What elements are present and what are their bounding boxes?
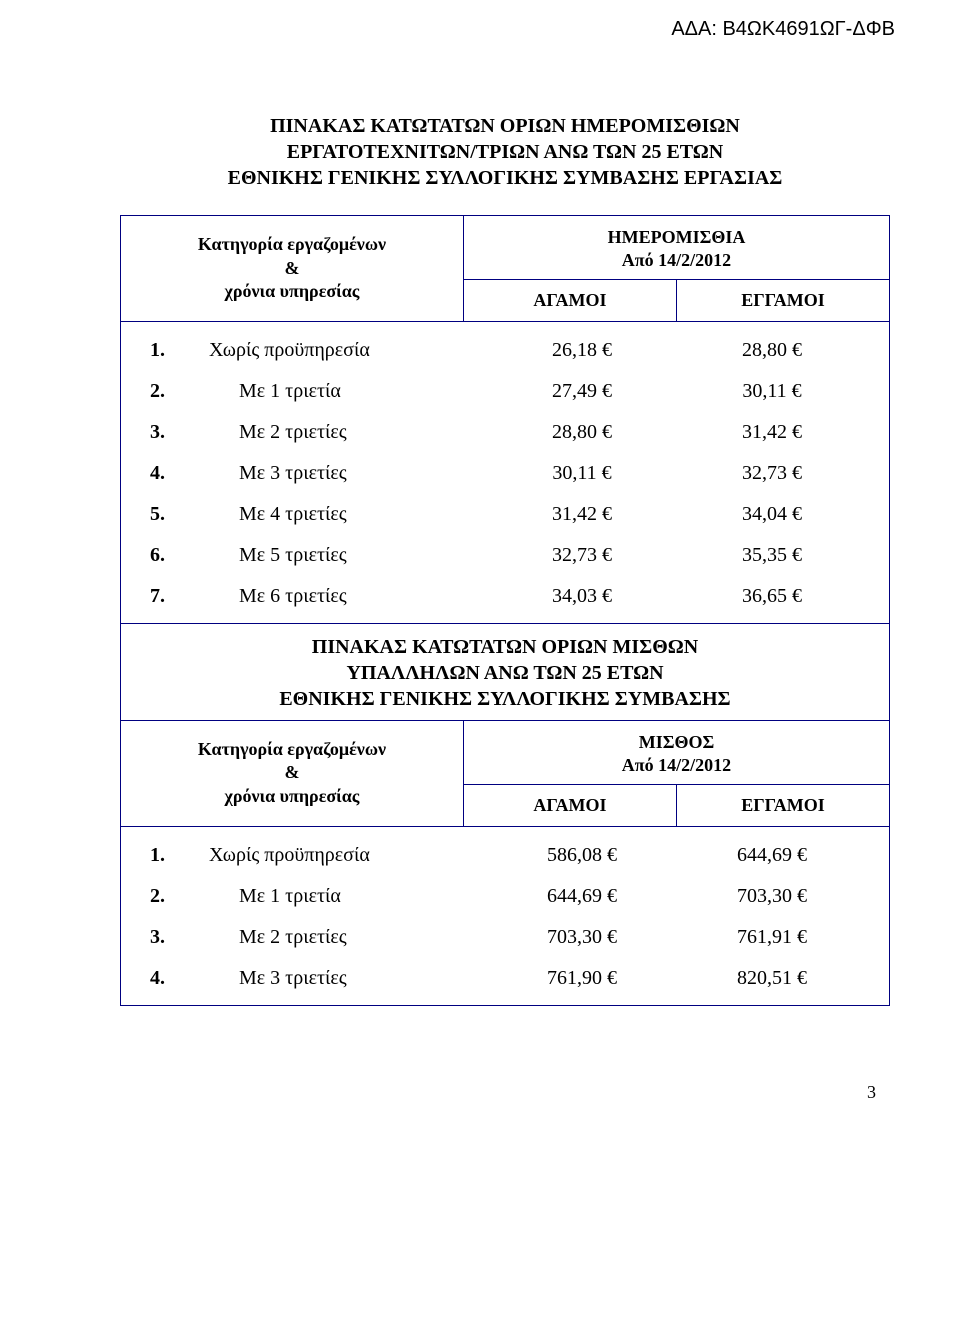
title1-line2: ΕΡΓΑΤΟΤΕΧΝΙΤΩΝ/ΤΡΙΩΝ ΑΝΩ ΤΩΝ 25 ΕΤΩΝ xyxy=(120,139,890,165)
table-row: 1.Χωρίς προϋπηρεσία586,08 € 644,69 € xyxy=(121,835,889,876)
table1: Κατηγορία εργαζομένων & χρόνια υπηρεσίας… xyxy=(120,215,890,1006)
row-value-1: 28,80 € xyxy=(497,412,667,453)
table1-col1-header: ΑΓΑΜΟΙ xyxy=(464,280,677,321)
page: ΑΔΑ: Β4ΩΚ4691ΩΓ-ΔΦΒ ΠΙΝΑΚΑΣ ΚΑΤΩΤΑΤΩΝ ΟΡ… xyxy=(0,0,960,1123)
row-number: 4. xyxy=(121,453,167,494)
document-id: ΑΔΑ: Β4ΩΚ4691ΩΓ-ΔΦΒ xyxy=(671,18,895,41)
table2-head-left-line3: χρόνια υπηρεσίας xyxy=(198,785,386,808)
row-number: 4. xyxy=(121,958,167,999)
row-value-1: 644,69 € xyxy=(497,876,667,917)
table1-header: Κατηγορία εργαζομένων & χρόνια υπηρεσίας… xyxy=(121,216,889,321)
row-number: 3. xyxy=(121,412,167,453)
table1-col2-header: ΕΓΓΑΜΟΙ xyxy=(677,280,889,321)
table2-body: 1.Χωρίς προϋπηρεσία586,08 €644,69 €2.Με … xyxy=(121,827,889,1005)
row-number: 3. xyxy=(121,917,167,958)
row-value-2: 32,73 € xyxy=(687,453,857,494)
row-number: 2. xyxy=(121,371,167,412)
row-value-2: 31,42 € xyxy=(687,412,857,453)
table-row: 4.Με 3 τριετίες761,90 € 820,51 € xyxy=(121,958,889,999)
title1-line3: ΕΘΝΙΚΗΣ ΓΕΝΙΚΗΣ ΣΥΛΛΟΓΙΚΗΣ ΣΥΜΒΑΣΗΣ ΕΡΓΑ… xyxy=(120,165,890,191)
row-label: Με 2 τριετίες xyxy=(167,917,497,958)
table2-body-outer: 1.Χωρίς προϋπηρεσία586,08 €644,69 €2.Με … xyxy=(121,826,889,1005)
row-value-1: 761,90 € xyxy=(497,958,667,999)
row-label: Με 3 τριετίες xyxy=(167,453,497,494)
table-row: 3.Με 2 τριετίες703,30 € 761,91 € xyxy=(121,917,889,958)
table-row: 3.Με 2 τριετίες28,80 € 31,42 € xyxy=(121,412,889,453)
row-value-1: 27,49 € xyxy=(497,371,667,412)
row-label: Με 2 τριετίες xyxy=(167,412,497,453)
table1-head-right-line1: ΗΜΕΡΟΜΙΣΘΙΑ xyxy=(468,226,885,249)
table2-header: Κατηγορία εργαζομένων & χρόνια υπηρεσίας… xyxy=(121,720,889,826)
table2-col1-header: ΑΓΑΜΟΙ xyxy=(464,785,677,826)
page-number: 3 xyxy=(120,1082,876,1103)
row-number: 2. xyxy=(121,876,167,917)
table1-header-right: ΗΜΕΡΟΜΙΣΘΙΑ Από 14/2/2012 ΑΓΑΜΟΙ ΕΓΓΑΜΟΙ xyxy=(464,216,889,321)
row-label: Με 1 τριετία xyxy=(167,876,497,917)
row-number: 7. xyxy=(121,576,167,617)
table2-head-right-line1: ΜΙΣΘΟΣ xyxy=(468,731,885,754)
table1-header-left: Κατηγορία εργαζομένων & χρόνια υπηρεσίας xyxy=(121,216,464,321)
table-row: 2.Με 1 τριετία27,49 € 30,11 € xyxy=(121,371,889,412)
row-number: 6. xyxy=(121,535,167,576)
table-row: 1.Χωρίς προϋπηρεσία26,18 € 28,80 € xyxy=(121,330,889,371)
row-label: Με 5 τριετίες xyxy=(167,535,497,576)
table1-head-right-line2: Από 14/2/2012 xyxy=(468,249,885,272)
row-value-1: 30,11 € xyxy=(497,453,667,494)
row-value-2: 35,35 € xyxy=(687,535,857,576)
row-value-2: 761,91 € xyxy=(687,917,857,958)
row-label: Με 4 τριετίες xyxy=(167,494,497,535)
table2-header-right-top: ΜΙΣΘΟΣ Από 14/2/2012 xyxy=(464,721,889,784)
row-number: 5. xyxy=(121,494,167,535)
table2-head-left-line2: & xyxy=(198,761,386,784)
row-number: 1. xyxy=(121,330,167,371)
row-value-2: 36,65 € xyxy=(687,576,857,617)
table2-head-left-line1: Κατηγορία εργαζομένων xyxy=(198,738,386,761)
table2-header-right: ΜΙΣΘΟΣ Από 14/2/2012 ΑΓΑΜΟΙ ΕΓΓΑΜΟΙ xyxy=(464,721,889,826)
table-row: 4.Με 3 τριετίες30,11 € 32,73 € xyxy=(121,453,889,494)
row-value-1: 31,42 € xyxy=(497,494,667,535)
row-value-2: 644,69 € xyxy=(687,835,857,876)
row-value-1: 586,08 € xyxy=(497,835,667,876)
row-label: Με 3 τριετίες xyxy=(167,958,497,999)
table1-header-right-top: ΗΜΕΡΟΜΙΣΘΙΑ Από 14/2/2012 xyxy=(464,216,889,279)
title2-line2: ΥΠΑΛΛΗΛΩΝ ΑΝΩ ΤΩΝ 25 ΕΤΩΝ xyxy=(127,660,883,686)
table2-header-left: Κατηγορία εργαζομένων & χρόνια υπηρεσίας xyxy=(121,721,464,826)
row-value-1: 32,73 € xyxy=(497,535,667,576)
row-value-1: 26,18 € xyxy=(497,330,667,371)
table2-title: ΠΙΝΑΚΑΣ ΚΑΤΩΤΑΤΩΝ ΟΡΙΩΝ ΜΙΣΘΩΝ ΥΠΑΛΛΗΛΩΝ… xyxy=(121,623,889,720)
table1-column-headers: ΑΓΑΜΟΙ ΕΓΓΑΜΟΙ xyxy=(464,279,889,321)
table1-head-left-line2: & xyxy=(198,257,386,280)
table1-head-left-line3: χρόνια υπηρεσίας xyxy=(198,280,386,303)
table2-column-headers: ΑΓΑΜΟΙ ΕΓΓΑΜΟΙ xyxy=(464,784,889,826)
table1-head-left-line1: Κατηγορία εργαζομένων xyxy=(198,233,386,256)
table1-body: 1.Χωρίς προϋπηρεσία26,18 €28,80 €2.Με 1 … xyxy=(121,322,889,623)
title2-line3: ΕΘΝΙΚΗΣ ΓΕΝΙΚΗΣ ΣΥΛΛΟΓΙΚΗΣ ΣΥΜΒΑΣΗΣ xyxy=(127,686,883,712)
table-row: 6.Με 5 τριετίες32,73 € 35,35 € xyxy=(121,535,889,576)
table2-col2-header: ΕΓΓΑΜΟΙ xyxy=(677,785,889,826)
row-value-2: 30,11 € xyxy=(687,371,857,412)
row-value-2: 703,30 € xyxy=(687,876,857,917)
row-value-2: 820,51 € xyxy=(687,958,857,999)
row-label: Χωρίς προϋπηρεσία xyxy=(167,330,497,371)
row-label: Με 1 τριετία xyxy=(167,371,497,412)
row-value-2: 28,80 € xyxy=(687,330,857,371)
row-number: 1. xyxy=(121,835,167,876)
row-value-1: 703,30 € xyxy=(497,917,667,958)
row-value-1: 34,03 € xyxy=(497,576,667,617)
table2-head-right-line2: Από 14/2/2012 xyxy=(468,754,885,777)
title1-line1: ΠΙΝΑΚΑΣ ΚΑΤΩΤΑΤΩΝ ΟΡΙΩΝ ΗΜΕΡΟΜΙΣΘΙΩΝ xyxy=(120,113,890,139)
table1-title: ΠΙΝΑΚΑΣ ΚΑΤΩΤΑΤΩΝ ΟΡΙΩΝ ΗΜΕΡΟΜΙΣΘΙΩΝ ΕΡΓ… xyxy=(120,113,890,191)
table-row: 2.Με 1 τριετία644,69 € 703,30 € xyxy=(121,876,889,917)
table-row: 5.Με 4 τριετίες31,42 € 34,04 € xyxy=(121,494,889,535)
row-label: Με 6 τριετίες xyxy=(167,576,497,617)
title2-line1: ΠΙΝΑΚΑΣ ΚΑΤΩΤΑΤΩΝ ΟΡΙΩΝ ΜΙΣΘΩΝ xyxy=(127,634,883,660)
table1-body-outer: 1.Χωρίς προϋπηρεσία26,18 €28,80 €2.Με 1 … xyxy=(121,321,889,623)
row-label: Χωρίς προϋπηρεσία xyxy=(167,835,497,876)
row-value-2: 34,04 € xyxy=(687,494,857,535)
table-row: 7.Με 6 τριετίες34,03 € 36,65 € xyxy=(121,576,889,617)
